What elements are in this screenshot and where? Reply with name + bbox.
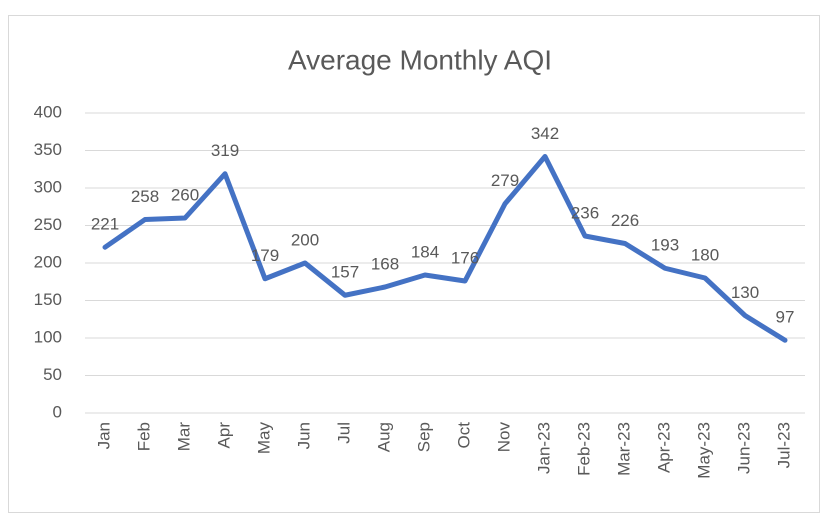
data-label: 260 — [171, 185, 199, 204]
data-label: 342 — [531, 124, 559, 143]
line — [102, 154, 788, 343]
y-tick-label: 400 — [34, 102, 62, 121]
y-tick-label: 300 — [34, 177, 62, 196]
data-label: 200 — [291, 230, 319, 249]
data-label: 97 — [776, 308, 795, 327]
data-label: 319 — [211, 141, 239, 160]
y-tick-label: 50 — [43, 365, 62, 384]
x-tick-label: Jun-23 — [734, 422, 753, 474]
x-tick-label: Jul — [334, 422, 353, 444]
data-label: 193 — [651, 236, 679, 255]
data-label: 176 — [451, 248, 479, 267]
y-tick-label: 150 — [34, 290, 62, 309]
x-tick-label: Apr-23 — [654, 422, 673, 473]
x-tick-label: Jun — [294, 422, 313, 449]
data-label: 236 — [571, 203, 599, 222]
x-tick-label: Mar-23 — [614, 422, 633, 476]
y-tick-label: 250 — [34, 215, 62, 234]
x-tick-label: Jan — [94, 422, 113, 449]
data-label: 130 — [731, 283, 759, 302]
chart-frame — [8, 15, 820, 513]
y-tick-label: 100 — [34, 327, 62, 346]
x-tick-label: Mar — [174, 422, 193, 452]
x-tick-label: Feb — [134, 422, 153, 451]
x-tick-label: May-23 — [694, 422, 713, 479]
x-tick-label: Jul-23 — [774, 422, 793, 468]
x-tick-label: May — [254, 422, 273, 455]
y-tick-label: 350 — [34, 140, 62, 159]
x-tick-label: Nov — [494, 422, 513, 453]
x-tick-label: Apr — [214, 422, 233, 449]
x-tick-label: Jan-23 — [534, 422, 553, 474]
data-label: 179 — [251, 246, 279, 265]
x-tick-label: Feb-23 — [574, 422, 593, 476]
data-label: 258 — [131, 187, 159, 206]
data-label: 226 — [611, 211, 639, 230]
data-label: 157 — [331, 263, 359, 282]
data-label: 180 — [691, 245, 719, 264]
x-tick-label: Aug — [374, 422, 393, 452]
x-tick-label: Oct — [454, 422, 473, 449]
data-label: 184 — [411, 242, 439, 261]
data-label: 168 — [371, 254, 399, 273]
y-tick-label: 200 — [34, 252, 62, 271]
data-label: 279 — [491, 171, 519, 190]
x-tick-label: Sep — [414, 422, 433, 452]
data-label: 221 — [91, 215, 119, 234]
y-tick-label: 0 — [53, 402, 62, 421]
chart-title: Average Monthly AQI — [288, 44, 552, 75]
